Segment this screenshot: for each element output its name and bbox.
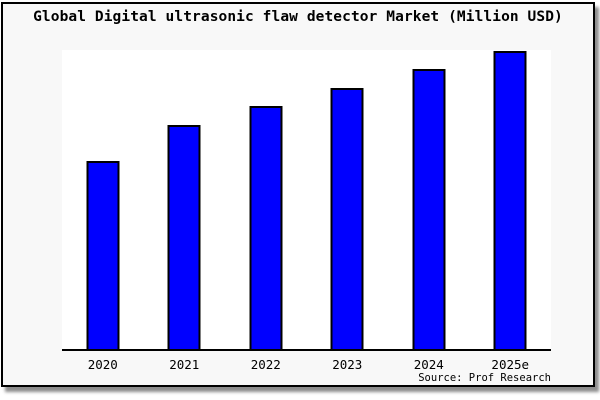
bar-column-2023 <box>307 50 389 349</box>
x-tick-2023: 2023 <box>332 357 363 372</box>
x-axis-tick-row: 2020 2021 2022 2023 2024 2025e <box>62 357 551 372</box>
bar-column-2021 <box>144 50 226 349</box>
chart-title: Global Digital ultrasonic flaw detector … <box>33 9 563 25</box>
bar-column-2022 <box>225 50 307 349</box>
x-tick-2021: 2021 <box>169 357 200 372</box>
bars-row <box>62 50 551 349</box>
bar-column-2020 <box>62 50 144 349</box>
x-tick-2025e: 2025e <box>491 357 530 372</box>
bar-2020 <box>86 161 120 349</box>
x-tick-2022: 2022 <box>250 357 281 372</box>
bar-2024 <box>412 69 446 349</box>
bar-column-2024 <box>388 50 470 349</box>
bar-column-2025e <box>470 50 552 349</box>
source-note: Source: Prof Research <box>418 372 551 384</box>
chart-frame: Global Digital ultrasonic flaw detector … <box>1 2 595 387</box>
x-tick-2024: 2024 <box>413 357 444 372</box>
plot-area <box>62 50 551 351</box>
x-tick-2020: 2020 <box>87 357 118 372</box>
bar-2022 <box>249 106 283 349</box>
bar-2023 <box>330 88 364 349</box>
bar-2021 <box>167 125 201 349</box>
bar-2025e <box>493 51 527 349</box>
